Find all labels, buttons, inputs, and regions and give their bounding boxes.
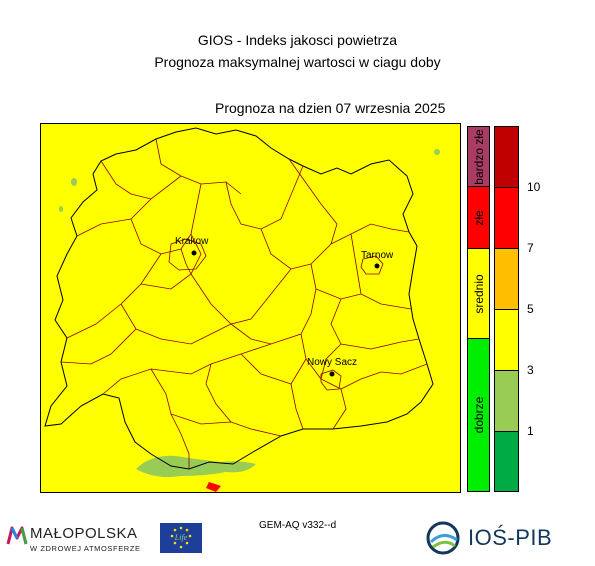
scale-band-5: [495, 371, 518, 432]
scale-tick: 7: [527, 241, 534, 255]
scale-tick: 5: [527, 302, 534, 316]
malopolska-logo-icon: [6, 526, 28, 545]
index-scale-legend: [494, 126, 519, 492]
legend-bad-label: złe: [471, 209, 486, 226]
city-label-tarnow: Tarnow: [361, 250, 394, 261]
green-spot: [59, 206, 63, 212]
legend-good: dobrze: [468, 339, 489, 491]
scale-tick: 1: [527, 424, 534, 438]
green-spot: [71, 178, 77, 186]
ios-pib-name: IOŚ-PIB: [468, 525, 553, 550]
legend-moderate-label: srednio: [471, 273, 486, 314]
forecast-date: Prognoza na dzien 07 wrzesnia 2025: [215, 100, 446, 116]
city-marker-tarnow: [374, 263, 380, 269]
city-label-krakow: Krakow: [175, 236, 209, 247]
scale-band-4: [495, 310, 518, 371]
city-marker-nowy-sacz: [329, 371, 335, 377]
map-title: GIOS - Indeks jakosci powietrza: [197, 32, 398, 48]
ios-pib-logo-icon: [426, 521, 460, 555]
legend-bad: złe: [468, 187, 489, 249]
map-subtitle: Prognoza maksymalnej wartosci w ciagu do…: [154, 54, 441, 70]
county-borders: [60, 138, 428, 469]
eu-life-logo: Life: [160, 523, 202, 553]
category-legend: bardzo złe złe srednio dobrze: [467, 126, 490, 492]
legend-good-label: dobrze: [471, 396, 486, 434]
model-version: GEM-AQ v332--d: [259, 520, 337, 531]
region-boundaries: [44, 127, 440, 492]
green-spot: [434, 149, 440, 155]
malopolska-tagline: W ZDROWEJ ATMOSFERZE: [30, 544, 141, 553]
eu-life-text: Life: [174, 533, 188, 542]
scale-tick: 3: [527, 363, 534, 377]
eu-stars-icon: Life: [170, 526, 192, 549]
voivodeship-border: [44, 127, 434, 470]
scale-tick: 10: [527, 180, 541, 194]
red-spot: [206, 482, 221, 492]
legend-very-bad-label: bardzo złe: [471, 128, 486, 185]
city-label-nowy-sacz: Nowy Sacz: [307, 357, 358, 368]
legend-very-bad: bardzo złe: [468, 127, 489, 187]
scale-band-2: [495, 188, 518, 249]
malopolska-name: MAŁOPOLSKA: [30, 525, 138, 542]
city-marker-krakow: [191, 250, 197, 256]
scale-band-6: [495, 432, 518, 491]
scale-band-3: [495, 249, 518, 310]
forecast-map: Krakow Tarnow Nowy Sacz: [40, 123, 461, 493]
legend-moderate: srednio: [468, 249, 489, 339]
scale-band-1: [495, 127, 518, 188]
